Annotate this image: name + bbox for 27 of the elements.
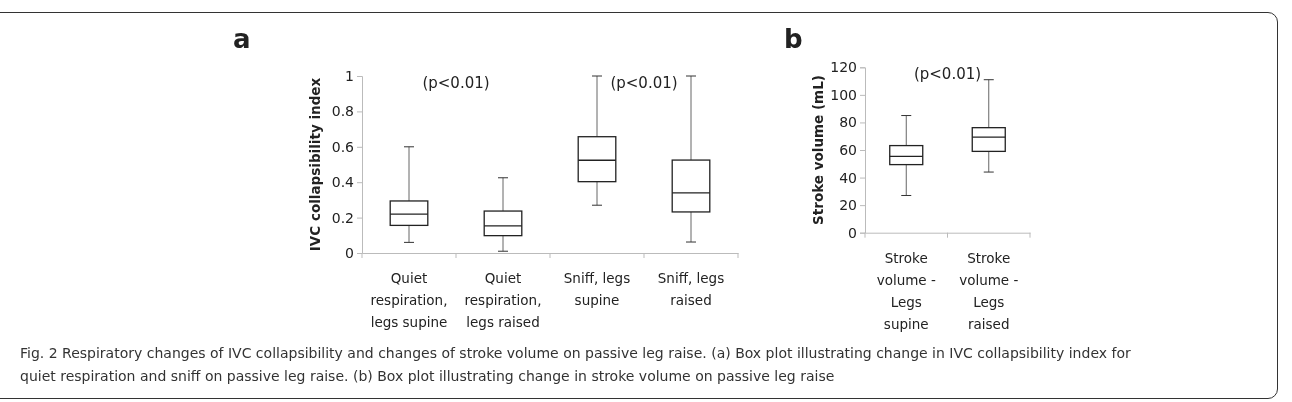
chart-title: b <box>784 24 803 54</box>
annotation: (p<0.01) <box>913 65 982 84</box>
x-tick-label: Quiet respiration, legs supine <box>370 270 448 330</box>
caption: Fig. 2 Respiratory changes of IVC collapsibility and changes of stroke volume on passive leg raise. (a) Box plot illustrating change in IVC collapsibility index for quiet respiration and sniff on passive leg raise. (b) Box plot illustrating change in stroke volume on passive leg raise <box>20 345 1131 384</box>
y-tick-label: 0.4 <box>331 174 355 191</box>
y-tick-label: 80 <box>839 114 857 131</box>
y-tick-label: 40 <box>839 169 857 186</box>
y-tick-label: 0.6 <box>331 138 355 155</box>
chart-title: a <box>233 24 251 54</box>
y-axis-title: IVC collapsibility index <box>307 77 323 252</box>
y-tick-label: 0.8 <box>331 103 354 120</box>
y-axis-title: Stroke volume (mL) <box>810 75 826 225</box>
x-tick-label: Quiet respiration, legs raised <box>464 270 542 330</box>
x-tick-label: Stroke volume - Legs raised <box>959 249 1019 332</box>
annotation: (p<0.01) <box>422 74 490 92</box>
annotation: (p<0.01) <box>610 74 678 92</box>
y-tick-label: 100 <box>830 86 857 103</box>
x-tick-label: Stroke volume - Legs supine <box>876 249 936 332</box>
y-tick-label: 0 <box>345 244 354 261</box>
y-tick-label: 120 <box>830 59 857 76</box>
y-tick-label: 0.2 <box>331 209 354 226</box>
x-tick-label: Sniff, legs supine <box>563 270 631 308</box>
y-tick-label: 1 <box>345 67 354 84</box>
y-tick-label: 20 <box>839 197 857 214</box>
y-tick-label: 60 <box>839 141 857 158</box>
x-tick-label: Sniff, legs raised <box>657 270 725 308</box>
y-tick-label: 0 <box>848 224 857 241</box>
